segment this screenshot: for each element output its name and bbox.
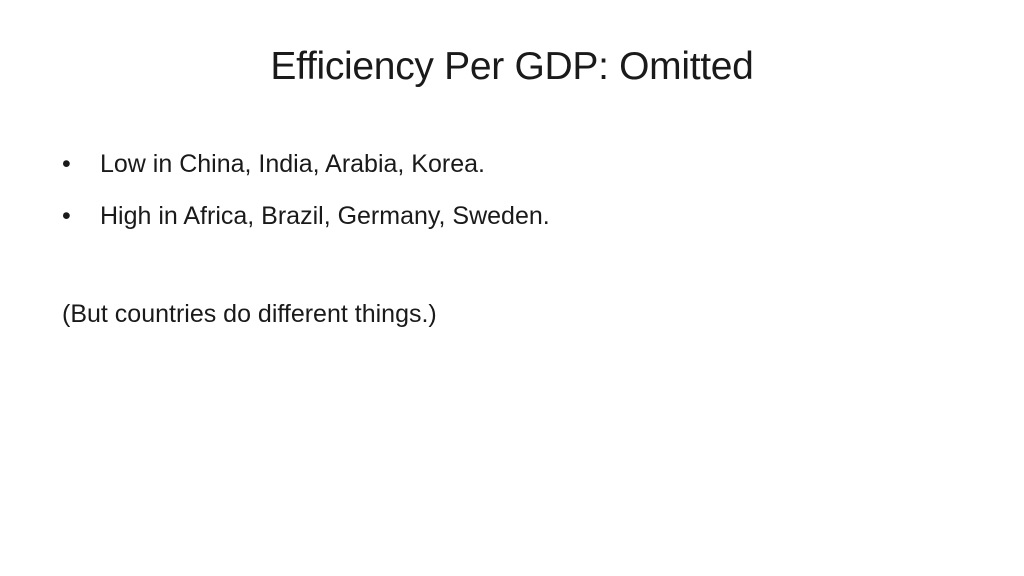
slide-note: (But countries do different things.)	[62, 300, 437, 328]
bullet-text: Low in China, India, Arabia, Korea.	[100, 150, 485, 178]
bullet-marker: •	[62, 150, 71, 178]
bullet-item: • High in Africa, Brazil, Germany, Swede…	[62, 190, 962, 242]
bullet-marker: •	[62, 202, 71, 230]
bullet-item: • Low in China, India, Arabia, Korea.	[62, 138, 962, 190]
bullet-list: • Low in China, India, Arabia, Korea. • …	[62, 138, 962, 242]
slide-title: Efficiency Per GDP: Omitted	[270, 45, 754, 88]
slide-body: • Low in China, India, Arabia, Korea. • …	[62, 138, 962, 340]
bullet-text: High in Africa, Brazil, Germany, Sweden.	[100, 202, 550, 230]
